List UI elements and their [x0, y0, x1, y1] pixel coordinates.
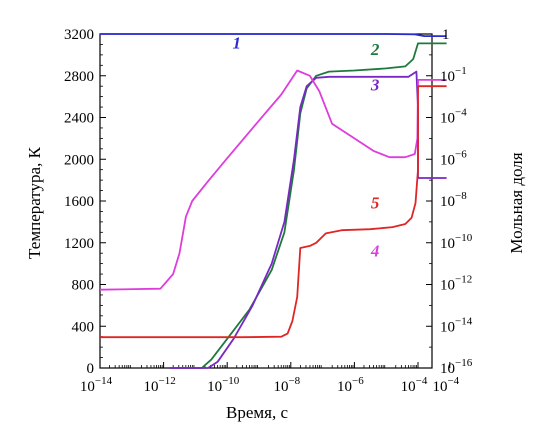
y-axis-left-title: Температура, К — [25, 146, 44, 259]
x-tick-label: 10−6 — [337, 375, 364, 395]
plot-area — [99, 33, 451, 369]
y-left-tick-label: 2400 — [64, 111, 94, 127]
y-left-tick-label: 800 — [72, 278, 95, 294]
y-left-tick-label: 3200 — [64, 27, 94, 43]
y-right-tick-label: 10−16 — [440, 357, 473, 377]
y-right-tick-label: 10−4 — [440, 107, 467, 127]
tick-labels: 10−14 10−12 10−10 10−8 10−6 10−4 10−4040080012… — [64, 27, 473, 395]
y-axis-right-title: Мольная доля — [507, 152, 526, 253]
y-left-tick-label: 1600 — [64, 194, 94, 210]
x-axis-title: Время, с — [226, 403, 288, 422]
x-tick-label: 10−8 — [273, 375, 300, 395]
series-line-5 — [100, 85, 447, 339]
y-left-tick-label: 400 — [72, 319, 95, 335]
series-line-2 — [170, 42, 447, 369]
y-right-tick-label: 1 — [442, 27, 450, 43]
y-right-tick-label: 10−6 — [440, 148, 467, 168]
series-line-3 — [170, 70, 447, 369]
x-tick-label: 10−12 — [143, 375, 175, 395]
series-line-1 — [100, 33, 447, 37]
y-left-tick-label: 1200 — [64, 236, 94, 252]
x-tick-label: 10−14 — [80, 375, 113, 395]
x-tick-label: 10−4 — [401, 375, 428, 395]
y-right-tick-label: 10−8 — [440, 190, 467, 210]
y-left-tick-label: 2800 — [64, 69, 94, 85]
y-left-tick-label: 0 — [87, 361, 95, 377]
plot-frame — [99, 33, 433, 369]
series-label-4: 4 — [370, 241, 380, 260]
series-label-3: 3 — [370, 75, 380, 94]
series-layer: 1 2 3 4 5 — [99, 33, 447, 369]
series-line-4 — [99, 69, 447, 291]
y-right-tick-label: 10−1 — [440, 65, 467, 85]
series-label-5: 5 — [371, 193, 380, 212]
x-tick-label: 10−4 — [432, 375, 459, 395]
y-right-tick-label: 10−10 — [440, 232, 473, 252]
x-tick-label: 10−10 — [207, 375, 240, 395]
y-right-tick-label: 10−14 — [440, 315, 473, 335]
y-left-tick-label: 2000 — [64, 152, 94, 168]
series-label-1: 1 — [232, 34, 241, 53]
y-right-tick-label: 10−12 — [440, 274, 472, 294]
series-label-2: 2 — [370, 40, 380, 59]
